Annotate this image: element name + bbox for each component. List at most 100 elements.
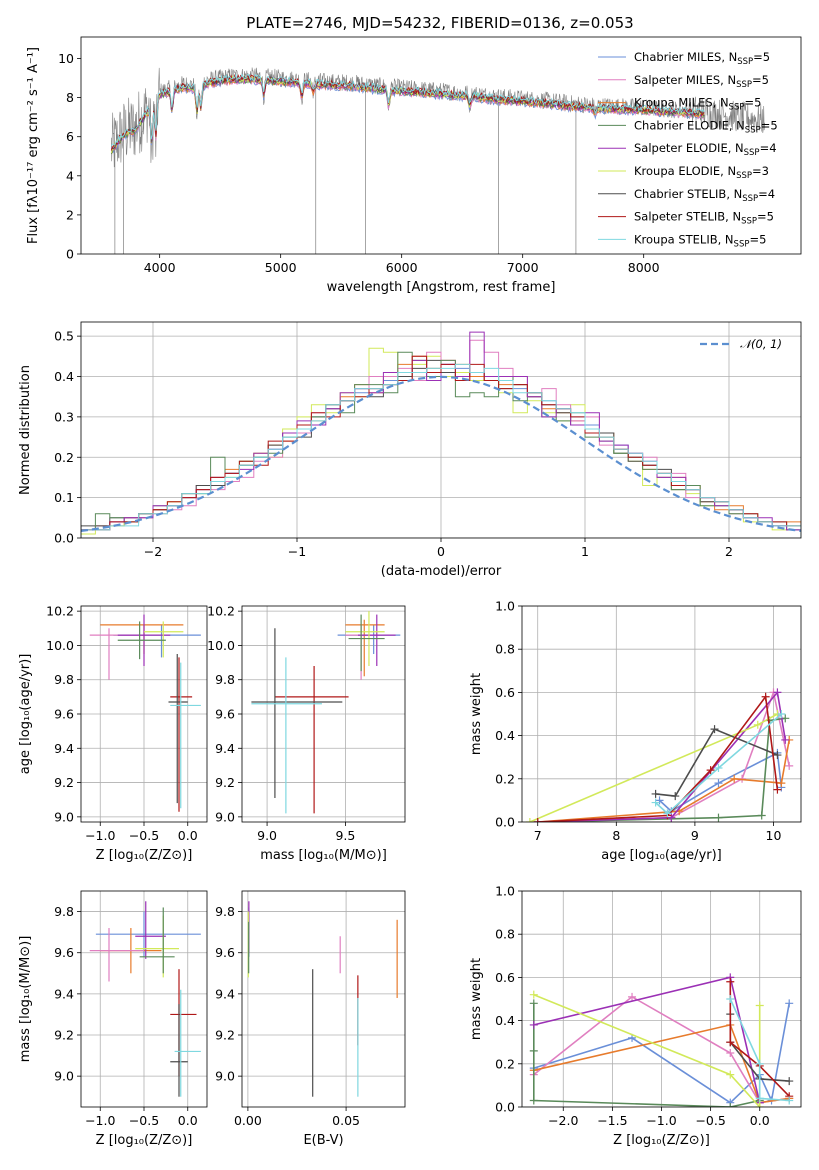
y-tick-label: 0.4: [495, 1013, 515, 1028]
errorbar-chabrier-elodie: [139, 907, 175, 974]
y-tick-label: 0.2: [495, 1056, 515, 1071]
legend-label: Salpeter STELIB, NSSP=5: [634, 210, 774, 227]
grid: [81, 606, 207, 822]
weight-marker: [671, 792, 680, 801]
weight-marker: [529, 1020, 538, 1029]
y-tick-label: 0.5: [54, 329, 74, 344]
y-tick-label: 8: [66, 90, 74, 105]
y-tick-label: 9.2: [54, 775, 74, 790]
weight-marker: [525, 818, 534, 822]
errorbar-salpeter-stelib: [170, 969, 197, 1077]
axes-frame: [241, 890, 406, 1108]
chart-residuals: −2 −1 0 1 2 0.0 0.1 0.2 0.3 0.4 0.5 (data-model)/er…: [18, 321, 802, 579]
x-axis-label: E(B-V): [303, 1133, 343, 1148]
weight-marker: [710, 725, 719, 734]
weight-line: [655, 713, 782, 815]
y-axis-label: mass weight: [469, 958, 484, 1040]
y-tick-label: 10.0: [46, 638, 74, 653]
errorbar-kroupa-stelib: [251, 657, 322, 814]
x-tick-label: 0: [437, 544, 445, 559]
weight-marker: [663, 809, 672, 818]
errorbar-chabrier-stelib: [251, 628, 343, 798]
weight-series-kroupa-stelib: [726, 995, 794, 1105]
grid: [242, 606, 405, 822]
weight-line: [537, 717, 786, 822]
x-tick-label: 4000: [144, 260, 176, 275]
errorbar-salpeter-elodie: [357, 614, 396, 666]
errorbar-kroupa-miles: [100, 624, 184, 654]
weight-series-chabrier-stelib: [651, 725, 782, 801]
y-tick-label: 9.6: [215, 707, 235, 722]
weight-series-salpeter-stelib: [533, 692, 782, 822]
axes-frame: [521, 890, 802, 1108]
errorbar-chabrier-stelib: [170, 1004, 188, 1097]
y-tick-label: 0.8: [495, 642, 515, 657]
chart-mass-vs-Z: −1.0 −0.5 0.0 9.0 9.2 9.4 9.6 9.8 Z [log₁₀(Z/Z⊙)…: [18, 890, 208, 1148]
y-tick-label: 9.4: [54, 986, 74, 1001]
y-tick-label: 0.6: [495, 970, 515, 985]
y-tick-label: 9.8: [215, 672, 235, 687]
y-tick-label: 9.0: [54, 809, 74, 824]
x-tick-label: 9.5: [335, 828, 355, 843]
y-tick-label: 9.4: [215, 741, 235, 756]
plot-area: [242, 606, 405, 822]
errorbar-salpeter-miles: [89, 928, 144, 982]
weight-series-kroupa-stelib: [651, 710, 786, 818]
y-axis-label: age [log₁₀(age/yr)]: [18, 654, 33, 775]
legend-entry-salpeter-stelib-n: Salpeter STELIB, NSSP=5: [598, 210, 774, 227]
y-tick-label: 9.0: [54, 1069, 74, 1084]
y-tick-label: 9.6: [54, 945, 74, 960]
plot-area: [81, 891, 207, 1107]
errorbar-kroupa-miles: [345, 619, 385, 677]
plot-area: [81, 322, 801, 538]
x-tick-label: 8: [612, 828, 620, 843]
chart-weight-vs-Z: −2.0 −1.5 −1.0 −0.5 0.0 0.0 0.2 0.4 0.6 0.8 1.0 Z […: [469, 884, 802, 1148]
x-tick-label: 1: [581, 544, 589, 559]
weight-marker: [726, 977, 735, 986]
y-tick-label: 0.2: [54, 450, 74, 465]
y-tick-label: 1.0: [495, 599, 515, 614]
x-tick-label: 0.0: [178, 828, 198, 843]
axes: −1.0 −0.5 0.0 9.0 9.2 9.4 9.6 9.8 10.0 10.2 Z [log…: [18, 604, 198, 863]
axes: −2 −1 0 1 2 0.0 0.1 0.2 0.3 0.4 0.5 (data-model)/er…: [18, 329, 733, 579]
weight-marker: [529, 1096, 538, 1105]
x-tick-label: 0.0: [750, 1113, 770, 1128]
y-axis-label: mass [log₁₀(M/M⊙)]: [18, 936, 33, 1063]
chart-weight-vs-age: 7 8 9 10 0.0 0.2 0.4 0.6 0.8 1.0 age [log₁₀(age/yr…: [469, 599, 802, 863]
axes-frame: [80, 36, 802, 255]
weight-marker: [785, 999, 794, 1008]
y-tick-label: 10.2: [46, 604, 74, 619]
errorbar-salpeter-miles: [89, 628, 144, 680]
legend-label: Kroupa STELIB, NSSP=5: [634, 232, 766, 249]
weight-series-kroupa-miles: [533, 735, 794, 822]
y-tick-label: 9.6: [54, 707, 74, 722]
errorbar-salpeter-miles: [345, 624, 380, 680]
weight-marker: [529, 1046, 538, 1055]
legend-entry-kroupa-miles-n: Kroupa MILES, NSSP=5: [598, 96, 761, 113]
weight-marker: [714, 813, 723, 822]
weight-marker: [714, 779, 723, 788]
legend-label: Chabrier ELODIE, NSSP=5: [634, 118, 778, 135]
weight-marker: [761, 692, 770, 701]
y-tick-label: 9.8: [215, 904, 235, 919]
legend-label: 𝒩(0, 1): [740, 337, 782, 351]
x-tick-label: 9: [691, 828, 699, 843]
x-tick-label: 5000: [265, 260, 297, 275]
y-tick-label: 0.6: [495, 685, 515, 700]
axes: 4000 5000 6000 7000 8000 0 2 4 6 8 10 wavelength [A…: [26, 47, 660, 295]
errorbar-chabrier-stelib: [168, 654, 188, 804]
weight-line: [532, 1003, 760, 1107]
weight-marker: [726, 1038, 735, 1047]
weight-marker: [781, 735, 790, 744]
weight-marker: [628, 992, 637, 1001]
weight-line: [533, 1003, 790, 1104]
axes: 0.00 0.05 9.0 9.2 9.4 9.6 9.8 E(B-V): [215, 904, 360, 1148]
legend-entry-chabrier-elodie-n: Chabrier ELODIE, NSSP=5: [598, 118, 778, 135]
x-tick-label: 7000: [507, 260, 539, 275]
weight-marker: [529, 999, 538, 1008]
y-tick-label: 1.0: [495, 884, 515, 899]
y-tick-label: 0.0: [495, 1100, 515, 1115]
y-tick-label: 0.1: [54, 490, 74, 505]
figure-title: PLATE=2746, MJD=54232, FIBERID=0136, z=0…: [246, 14, 633, 32]
